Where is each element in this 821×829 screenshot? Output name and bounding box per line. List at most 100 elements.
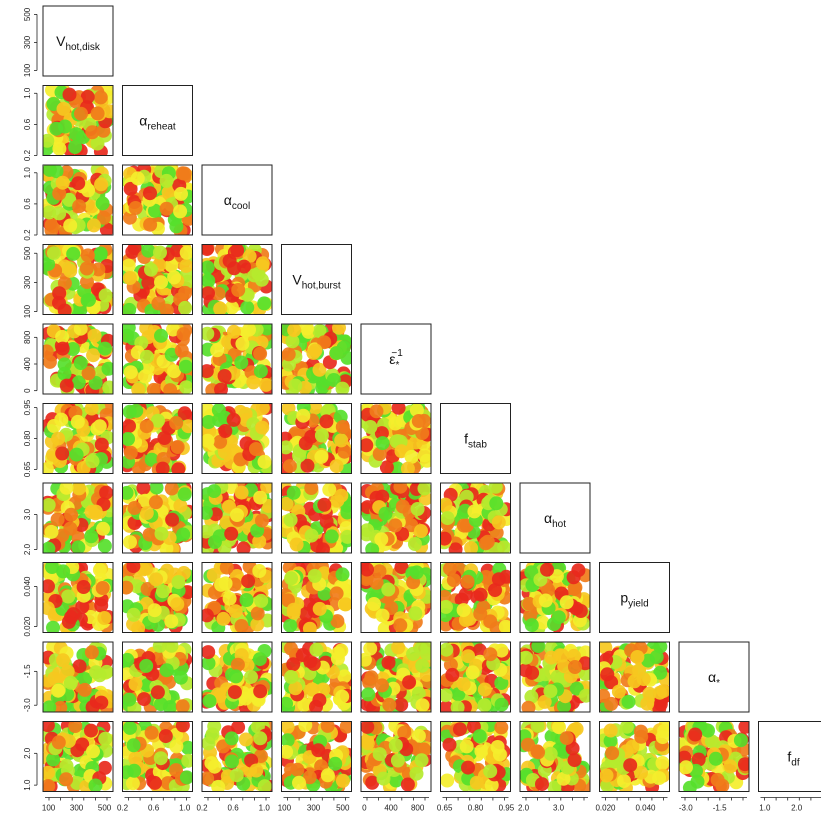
data-point (578, 667, 590, 681)
data-point (305, 682, 320, 697)
panel-4-0 (42, 323, 114, 395)
x-tick-label: 0.95 (499, 804, 515, 813)
data-point (94, 177, 109, 192)
data-point (617, 774, 631, 789)
variable-label: α* (708, 669, 720, 689)
data-point (302, 621, 317, 633)
data-point (94, 695, 109, 710)
data-point (391, 642, 406, 655)
panel-9-8 (678, 721, 750, 792)
data-point (139, 658, 154, 673)
data-point (88, 778, 103, 792)
data-point (94, 437, 109, 452)
x-tick-label: 0.2 (117, 804, 129, 813)
data-point (74, 106, 88, 121)
data-point (477, 682, 492, 697)
data-point (312, 362, 327, 377)
data-point (340, 529, 352, 544)
data-point (381, 582, 396, 597)
data-point (56, 564, 71, 579)
data-point (361, 721, 375, 734)
data-point (525, 665, 540, 680)
data-point (491, 572, 506, 587)
data-point (55, 341, 70, 356)
data-point (535, 615, 550, 630)
data-point (207, 484, 222, 499)
data-point (44, 524, 59, 539)
variable-label: αhot (544, 510, 566, 530)
panel-5-3 (281, 403, 352, 474)
x-tick-label: -1.5 (713, 804, 727, 813)
x-tick-label: 1.0 (759, 804, 771, 813)
data-point (464, 541, 479, 553)
data-point (440, 511, 455, 526)
data-point (202, 326, 215, 341)
data-point (304, 483, 319, 495)
data-point (308, 403, 323, 415)
x-tick-label: 300 (307, 804, 321, 813)
data-point (125, 776, 140, 791)
data-point (244, 670, 258, 684)
data-point (202, 771, 215, 786)
panel-8-6 (519, 641, 591, 713)
data-point (43, 700, 57, 712)
data-point (72, 659, 87, 674)
data-point (708, 751, 723, 766)
data-point (154, 275, 168, 290)
data-point (214, 382, 228, 394)
data-point (142, 527, 157, 542)
data-point (326, 373, 341, 387)
data-point (93, 90, 108, 105)
data-point (555, 648, 570, 663)
data-point (640, 696, 655, 711)
data-point (537, 694, 552, 709)
data-point (202, 260, 215, 275)
data-point (139, 419, 154, 434)
data-point (234, 619, 249, 633)
data-point (164, 483, 179, 496)
data-point (167, 270, 182, 285)
data-point (43, 344, 54, 359)
data-point (252, 564, 267, 578)
data-point (316, 376, 330, 391)
data-point (459, 489, 474, 504)
data-point (77, 682, 92, 697)
y-axis-6: 2.0 3.0 (23, 508, 38, 555)
data-point (147, 603, 162, 618)
data-point (300, 324, 315, 336)
data-point (400, 461, 415, 474)
data-point (334, 433, 349, 448)
diag-label-1: αreheat (122, 85, 193, 156)
y-axis-7: 0.020 0.040 (23, 576, 38, 637)
panel-6-2 (201, 482, 273, 554)
panel-9-3 (281, 721, 352, 792)
data-point (257, 779, 272, 792)
y-tick-label: 0.6 (23, 118, 32, 130)
data-point (69, 127, 84, 142)
y-tick-label: 1.0 (23, 87, 32, 99)
data-point (382, 697, 397, 712)
data-point (599, 768, 614, 783)
data-point (52, 141, 67, 156)
data-point (480, 534, 495, 549)
data-point (417, 448, 431, 463)
data-point (300, 458, 315, 473)
data-point (652, 771, 667, 786)
data-point (226, 324, 241, 339)
data-point (600, 667, 615, 682)
data-point (242, 324, 256, 337)
data-point (257, 296, 272, 311)
data-point (409, 565, 424, 580)
data-point (153, 245, 167, 260)
data-point (207, 721, 222, 734)
data-point (158, 729, 173, 744)
data-point (521, 700, 536, 712)
data-point (281, 744, 294, 759)
data-point (85, 454, 100, 469)
data-point (335, 773, 350, 788)
data-point (43, 133, 55, 148)
data-point (634, 765, 648, 780)
data-point (63, 263, 78, 278)
data-point (249, 442, 263, 456)
